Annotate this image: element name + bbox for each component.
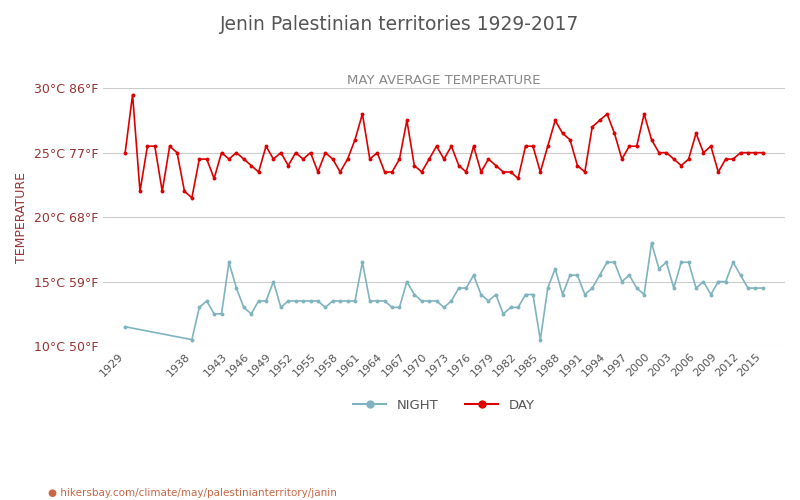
- Title: MAY AVERAGE TEMPERATURE: MAY AVERAGE TEMPERATURE: [347, 74, 541, 87]
- Legend: NIGHT, DAY: NIGHT, DAY: [348, 394, 540, 417]
- Text: Jenin Palestinian territories 1929-2017: Jenin Palestinian territories 1929-2017: [220, 15, 580, 34]
- Y-axis label: TEMPERATURE: TEMPERATURE: [15, 172, 28, 262]
- Text: ● hikersbay.com/climate/may/palestinianterritory/janin: ● hikersbay.com/climate/may/palestiniant…: [48, 488, 337, 498]
